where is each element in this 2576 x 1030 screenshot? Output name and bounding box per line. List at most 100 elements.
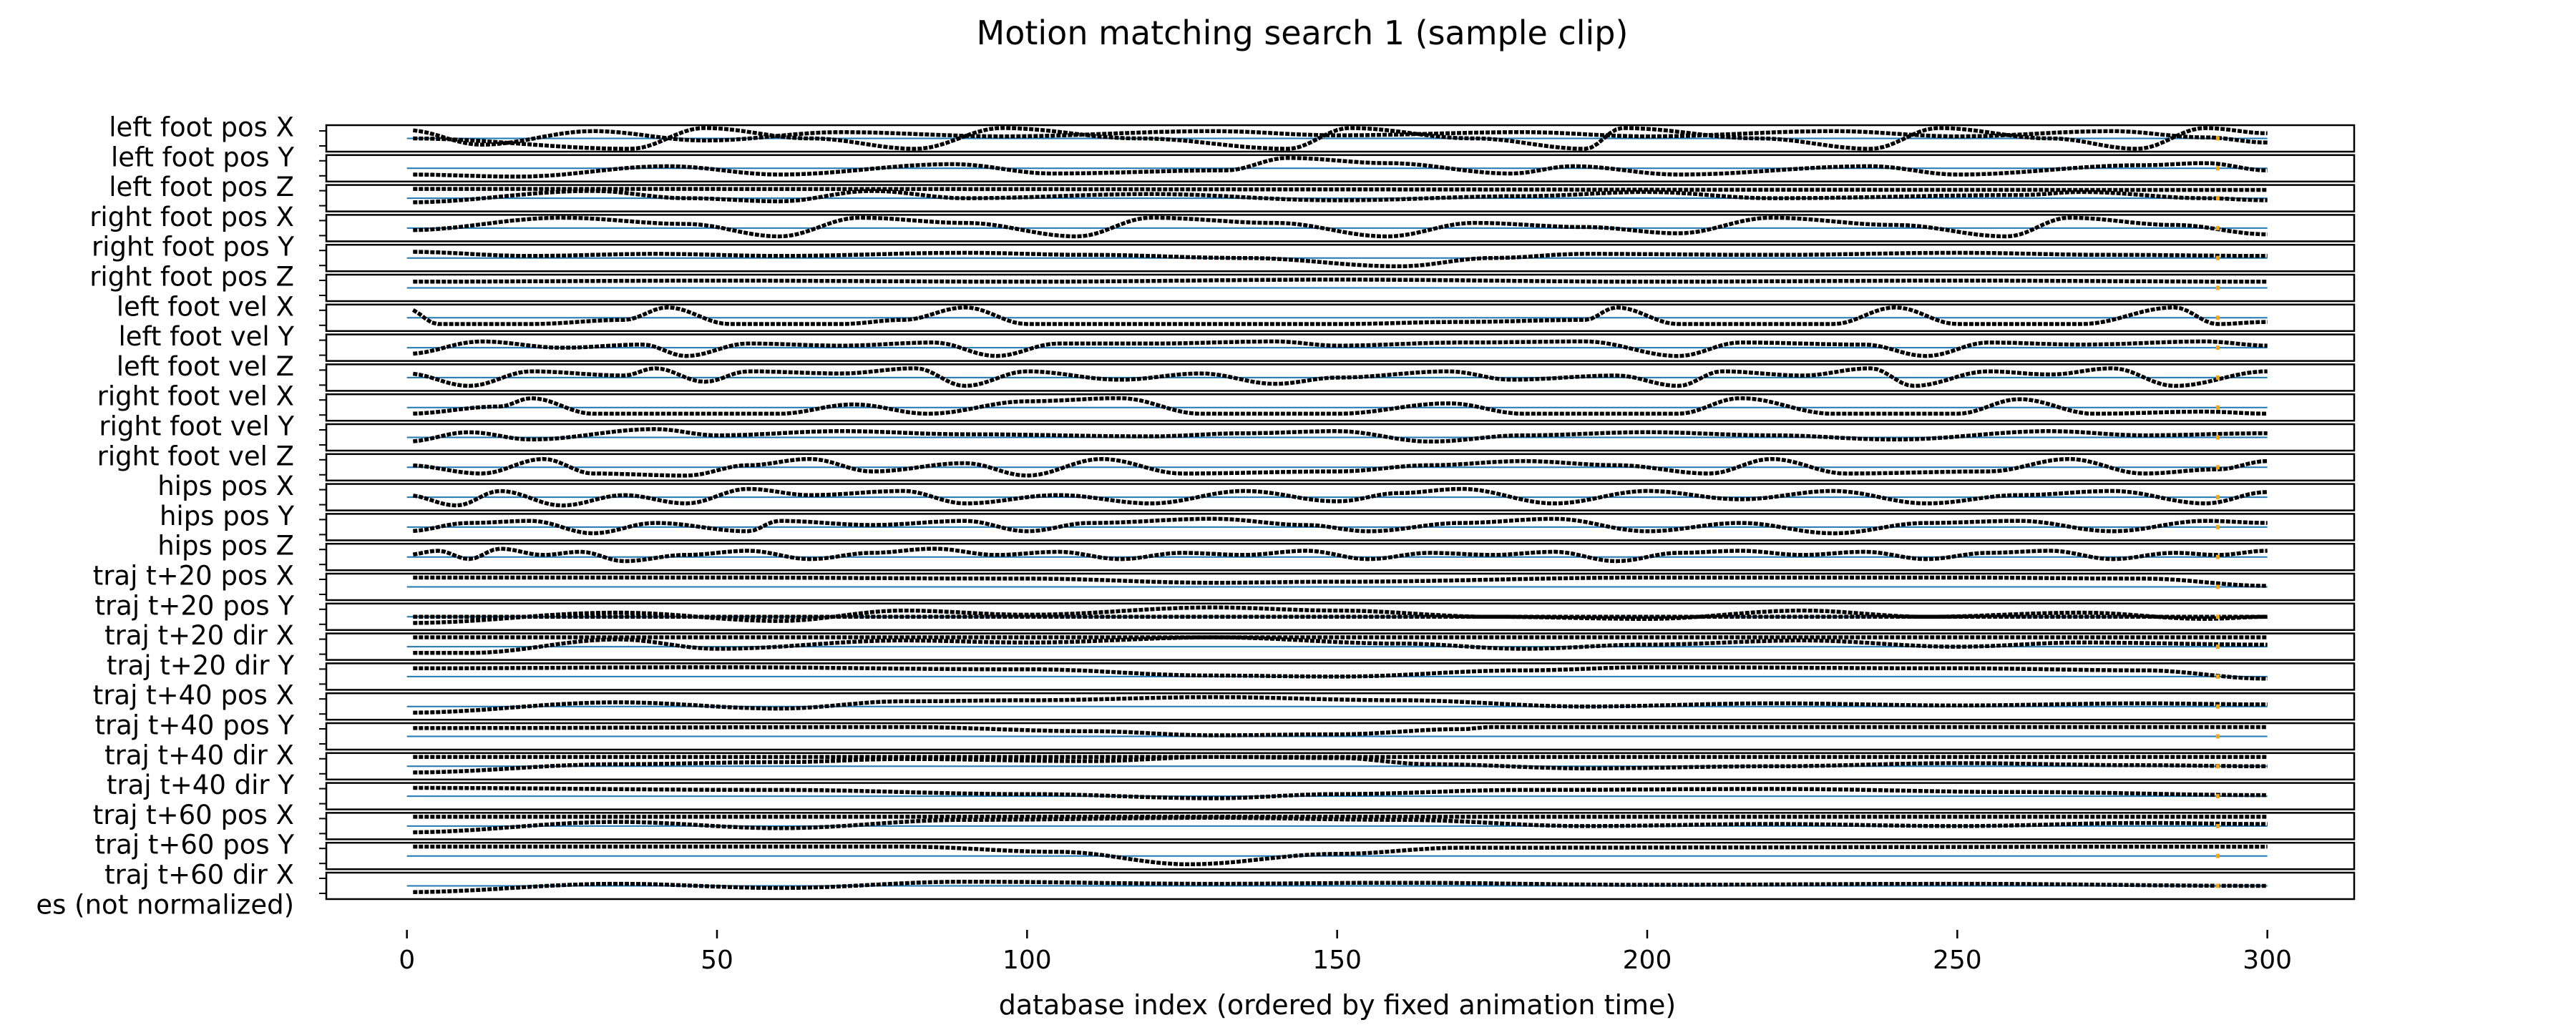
subplot-panel (319, 154, 2356, 183)
feature-series-line (413, 879, 2268, 894)
feature-series-line (413, 755, 2268, 775)
subplot-frame (325, 184, 2356, 212)
subplot-panel (319, 722, 2356, 751)
feature-label: hips pos Z (157, 531, 294, 561)
feature-series-line (413, 156, 2268, 179)
subplot-panel (319, 513, 2356, 541)
feature-series-line (413, 427, 2268, 444)
x-tick-label: 200 (1623, 946, 1672, 975)
subplot-panel (319, 273, 2356, 303)
subplot-panel (319, 752, 2356, 781)
feature-series-line (413, 575, 2268, 588)
feature-series-line (413, 815, 2268, 835)
subplot-panel (319, 453, 2356, 482)
subplot-panel (319, 871, 2356, 901)
subplot-frame (325, 513, 2356, 541)
feature-label: right foot vel Z (97, 441, 294, 471)
subplot-panel (319, 214, 2356, 242)
subplot-frame (325, 542, 2356, 572)
subplot-frame (325, 782, 2356, 810)
subplot-panel (319, 483, 2356, 511)
subplot-frame (325, 632, 2356, 661)
feature-label: left foot vel Y (118, 321, 294, 352)
feature-series-line (413, 189, 2268, 205)
feature-label: traj t+60 dir X (104, 860, 294, 891)
feature-label: left foot pos Z (109, 172, 294, 202)
feature-label: traj t+20 dir X (104, 620, 294, 651)
subplot-frame (325, 423, 2356, 452)
feature-label: right foot pos X (89, 202, 294, 232)
subplot-panel (319, 184, 2356, 212)
feature-series-line (412, 128, 2268, 147)
x-axis-label: database index (ordered by fixed animati… (999, 989, 1677, 1021)
feature-label: right foot vel X (97, 381, 294, 412)
subplot-panel (319, 542, 2356, 572)
feature-series-line (413, 635, 2268, 655)
x-tick-label: 300 (2243, 946, 2292, 975)
subplot-frame (325, 214, 2356, 242)
subplot-frame (325, 722, 2356, 751)
feature-label: hips pos Y (160, 501, 294, 531)
feature-series-line (413, 215, 2268, 239)
subplot-panel (319, 602, 2356, 632)
subplot-stack (319, 124, 2356, 901)
subplot-frame (325, 154, 2356, 183)
feature-series-line (413, 187, 2268, 192)
feature-label: hips pos X (157, 471, 294, 501)
feature-series-line (413, 725, 2268, 737)
subplot-frame (325, 453, 2356, 482)
feature-series-line (413, 516, 2268, 536)
feature-label: traj t+40 dir X (104, 740, 294, 770)
feature-label: traj t+20 dir Y (107, 650, 295, 681)
subplot-frame (325, 841, 2356, 870)
feature-series-line (413, 844, 2268, 867)
x-tick-label: 100 (1002, 946, 1052, 975)
x-axis: 0 50 100 150 200 250 300 (399, 930, 2292, 975)
subplot-frame (325, 273, 2356, 303)
subplot-panel (319, 423, 2356, 452)
subplot-panel (319, 812, 2356, 840)
feature-series-line (412, 366, 2268, 388)
feature-label: es (not normalized) (36, 889, 294, 920)
subplot-frame (325, 602, 2356, 632)
subplot-frame (325, 871, 2356, 901)
x-tick-label: 250 (1933, 946, 1982, 975)
subplot-frame (325, 662, 2356, 691)
feature-label: traj t+40 dir Y (107, 770, 295, 800)
subplot-frame (325, 124, 2356, 153)
feature-label: traj t+20 pos Y (94, 590, 294, 621)
subplot-panel (319, 243, 2356, 273)
subplot-panel (319, 782, 2356, 810)
feature-label: traj t+40 pos Y (94, 710, 294, 741)
x-tick-label: 50 (701, 946, 733, 975)
subplot-frame (325, 243, 2356, 273)
feature-label: left foot vel Z (117, 351, 294, 382)
subplot-frame (325, 572, 2356, 602)
subplot-panel (319, 363, 2356, 392)
feature-label: right foot pos Z (89, 262, 294, 293)
subplot-frame (325, 692, 2356, 721)
feature-label: right foot pos Y (92, 232, 294, 263)
feature-label: traj t+60 pos Y (94, 830, 294, 860)
feature-series-line (413, 339, 2268, 358)
subplot-panel (319, 662, 2356, 691)
subplot-panel (319, 393, 2356, 422)
subplot-panel (319, 333, 2356, 362)
feature-label: traj t+40 pos X (93, 680, 294, 711)
feature-series-line (411, 305, 2268, 326)
subplot-frame (325, 393, 2356, 422)
feature-series-line (412, 486, 2268, 508)
subplot-panel (319, 572, 2356, 602)
subplot-frame (325, 483, 2356, 511)
subplot-frame (325, 812, 2356, 840)
subplot-panel (319, 692, 2356, 721)
subplot-frame (325, 363, 2356, 392)
subplot-frame (325, 333, 2356, 362)
feature-label: left foot pos Y (111, 142, 294, 172)
feature-series-line (413, 396, 2268, 416)
feature-series-line (413, 605, 2268, 625)
feature-label: traj t+20 pos X (93, 561, 294, 592)
subplot-panel (319, 632, 2356, 661)
